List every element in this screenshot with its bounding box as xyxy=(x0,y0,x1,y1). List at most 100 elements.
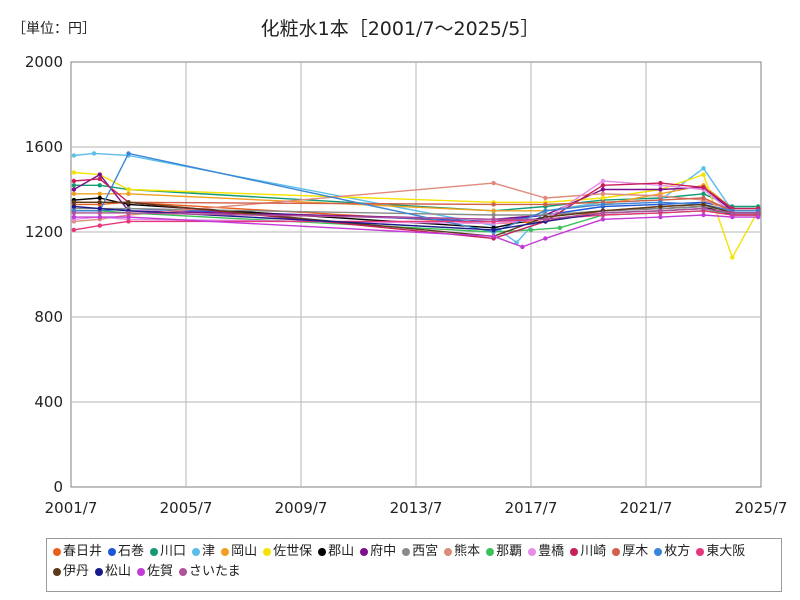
data-point xyxy=(491,180,496,186)
legend-item: 枚方 xyxy=(654,542,690,562)
data-point xyxy=(71,183,77,188)
data-point xyxy=(701,195,706,201)
data-point xyxy=(491,208,496,213)
data-point xyxy=(71,204,77,209)
legend-marker xyxy=(221,547,230,556)
legend-label: 豊橋 xyxy=(538,544,565,559)
legend-item: 石巻 xyxy=(108,542,144,562)
data-point xyxy=(543,217,548,222)
x-tick-label: 2013/7 xyxy=(390,499,443,517)
legend-marker xyxy=(360,547,369,556)
data-point xyxy=(600,183,606,188)
data-point xyxy=(520,244,525,250)
legend-item: 西宮 xyxy=(402,542,438,562)
data-point xyxy=(71,200,77,205)
data-point xyxy=(491,227,496,233)
legend-marker xyxy=(444,547,453,556)
legend-item: 郡山 xyxy=(318,542,354,562)
data-point xyxy=(600,191,606,196)
data-point xyxy=(600,202,606,207)
legend-item: 佐世保 xyxy=(263,542,312,562)
legend-marker xyxy=(696,547,705,556)
legend-label: 東大阪 xyxy=(706,544,746,559)
series-line xyxy=(73,207,759,221)
data-point xyxy=(97,176,103,182)
legend-label: 伊丹 xyxy=(63,564,90,579)
legend-marker xyxy=(654,547,663,556)
legend-item: さいたま xyxy=(179,562,241,582)
data-point xyxy=(557,225,562,230)
chart-series xyxy=(71,151,761,260)
legend-label: 松山 xyxy=(105,564,132,579)
legend-item: 川口 xyxy=(150,542,186,562)
legend-item: 佐賀 xyxy=(137,562,173,582)
chart-title: 化粧水1本［2001/7～2025/5］ xyxy=(260,18,540,40)
series-伊丹 xyxy=(71,200,761,239)
data-point xyxy=(600,210,606,216)
legend-marker xyxy=(528,547,537,556)
data-point xyxy=(91,151,97,156)
data-point xyxy=(658,208,663,213)
data-point xyxy=(126,191,131,196)
data-point xyxy=(126,200,131,205)
legend-label: 石巻 xyxy=(118,544,145,559)
series-line xyxy=(73,173,759,221)
series-佐賀 xyxy=(71,212,761,250)
y-tick-label: 1200 xyxy=(25,223,63,241)
data-point xyxy=(97,210,103,216)
data-point xyxy=(97,172,103,177)
data-point xyxy=(126,187,131,192)
legend-item: 厚木 xyxy=(612,542,648,562)
legend-item: 熊本 xyxy=(444,542,480,562)
series-line xyxy=(73,152,759,233)
chart-legend: 春日井 石巻 川口津岡山 佐世保 郡山 府中 西宮 熊本 那覇 豊橋 川崎 厚木 枚方 東大阪伊丹 松山 佐賀… xyxy=(46,538,782,592)
y-tick-label: 2000 xyxy=(25,53,63,71)
data-point xyxy=(600,217,606,222)
data-point xyxy=(71,153,77,158)
legend-item: 川崎 xyxy=(570,542,606,562)
x-tick-label: 2005/7 xyxy=(160,499,213,517)
data-point xyxy=(730,210,735,216)
data-point xyxy=(701,172,706,177)
legend-label: 佐賀 xyxy=(147,564,174,579)
legend-item: 府中 xyxy=(360,542,396,562)
data-point xyxy=(126,151,131,156)
data-point xyxy=(658,204,663,209)
series-さいたま xyxy=(71,206,761,222)
chart-grid xyxy=(70,61,762,488)
unit-label: ［単位：円］ xyxy=(12,21,96,37)
data-point xyxy=(701,206,706,211)
x-tick-label: 2021/7 xyxy=(620,499,673,517)
data-point xyxy=(491,212,496,218)
legend-item: 春日井 xyxy=(53,542,102,562)
legend-item: 津 xyxy=(192,542,215,562)
x-tick-label: 2017/7 xyxy=(505,499,558,517)
data-point xyxy=(543,195,548,201)
legend-marker xyxy=(570,547,579,556)
legend-label: 枚方 xyxy=(664,544,691,559)
data-point xyxy=(600,178,606,184)
legend-marker xyxy=(486,547,495,556)
data-point xyxy=(491,234,496,239)
legend-marker xyxy=(137,567,146,576)
data-point xyxy=(126,210,131,216)
data-point xyxy=(658,180,663,186)
legend-item: 豊橋 xyxy=(528,542,564,562)
data-point xyxy=(491,202,496,207)
data-point xyxy=(126,219,131,224)
legend-item: 伊丹 xyxy=(53,562,89,582)
data-point xyxy=(71,214,77,220)
data-point xyxy=(528,227,534,233)
data-point xyxy=(71,178,77,184)
data-point xyxy=(600,195,606,201)
legend-marker xyxy=(150,547,159,556)
legend-label: 厚木 xyxy=(622,544,649,559)
data-point xyxy=(543,208,548,213)
data-point xyxy=(97,195,103,201)
legend-marker xyxy=(612,547,621,556)
data-point xyxy=(755,214,761,220)
legend-item: 東大阪 xyxy=(696,542,745,562)
legend-item: 岡山 xyxy=(221,542,257,562)
data-point xyxy=(491,217,496,222)
